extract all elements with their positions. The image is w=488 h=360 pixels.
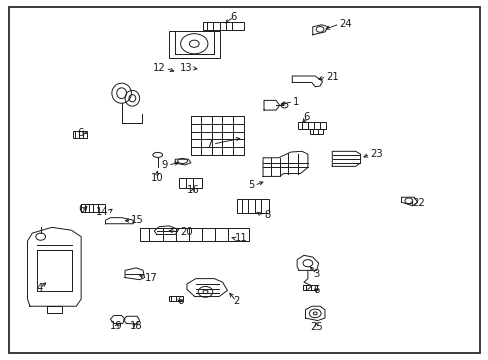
Text: 14: 14 — [96, 207, 109, 217]
Text: 6: 6 — [78, 204, 84, 215]
Text: 7: 7 — [206, 139, 212, 149]
Bar — [168, 31, 220, 58]
Bar — [37, 250, 72, 291]
Text: 16: 16 — [186, 185, 199, 195]
Text: 9: 9 — [161, 160, 167, 170]
Text: 6: 6 — [303, 112, 309, 122]
Bar — [203, 22, 244, 30]
Text: 11: 11 — [234, 233, 247, 243]
Bar — [81, 204, 104, 212]
Text: 5: 5 — [247, 180, 254, 190]
Bar — [298, 122, 326, 129]
Text: 17: 17 — [145, 273, 158, 283]
Bar — [140, 228, 249, 241]
Text: 25: 25 — [310, 322, 323, 332]
Text: 10: 10 — [150, 173, 163, 183]
Text: 12: 12 — [152, 63, 165, 73]
Text: 6: 6 — [313, 285, 319, 296]
Text: 6: 6 — [177, 296, 183, 306]
Bar — [168, 296, 182, 301]
Bar — [310, 129, 322, 134]
Bar — [190, 116, 243, 155]
Text: 6: 6 — [77, 128, 83, 138]
Text: 13: 13 — [179, 63, 192, 73]
Text: 2: 2 — [233, 296, 239, 306]
Text: 22: 22 — [411, 198, 424, 208]
Text: 6: 6 — [230, 12, 237, 22]
Text: 19: 19 — [110, 321, 123, 331]
Bar — [303, 285, 316, 291]
Text: 18: 18 — [130, 321, 142, 331]
Text: 20: 20 — [180, 227, 192, 237]
Text: 4: 4 — [37, 283, 43, 293]
Bar — [237, 199, 268, 213]
Bar — [73, 131, 86, 138]
Text: 3: 3 — [313, 269, 319, 279]
Text: 21: 21 — [326, 72, 339, 82]
Text: 23: 23 — [369, 149, 382, 159]
Text: 15: 15 — [131, 215, 144, 225]
Text: 24: 24 — [339, 19, 351, 29]
Text: 1: 1 — [293, 97, 299, 107]
Text: 8: 8 — [264, 210, 270, 220]
Bar — [178, 178, 202, 188]
